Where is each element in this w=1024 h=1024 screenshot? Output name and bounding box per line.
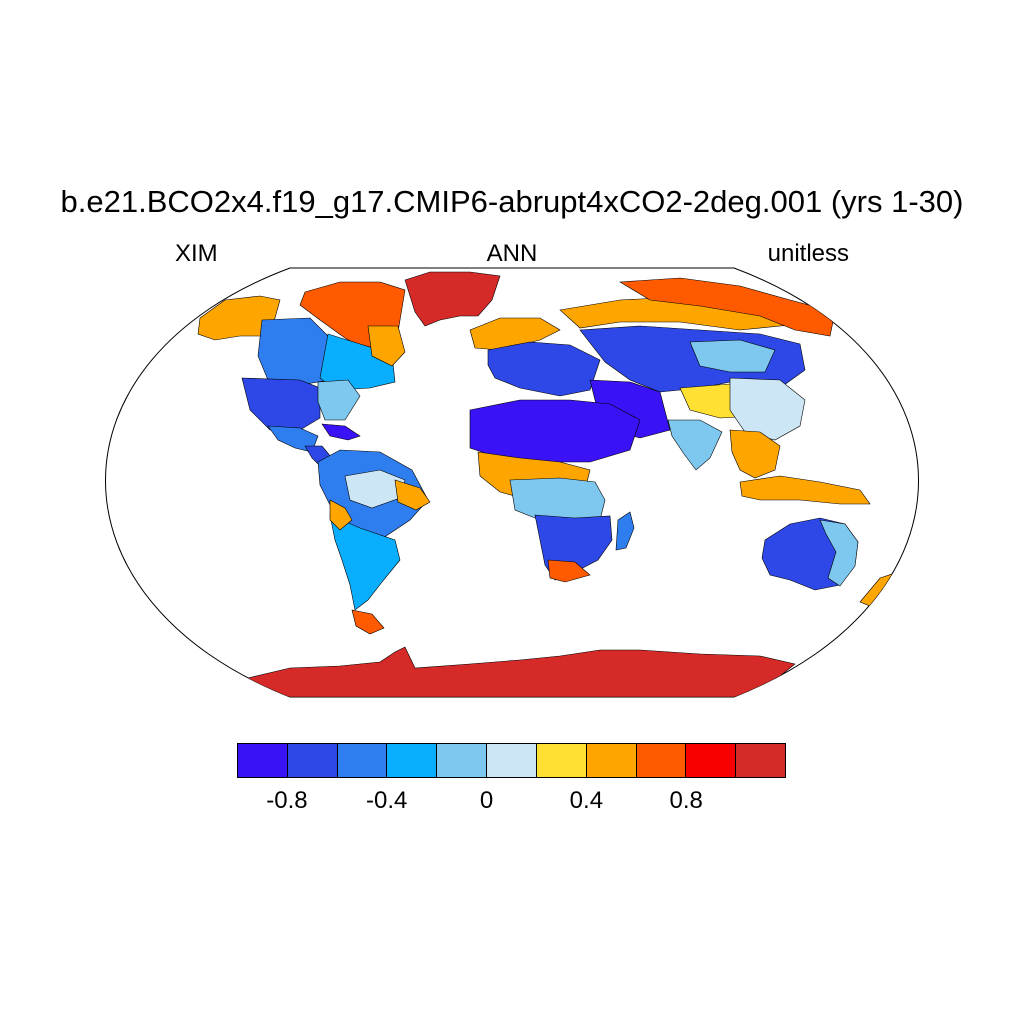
region-greenland [404, 271, 501, 327]
region-india [667, 419, 723, 471]
region-northern-europe [469, 317, 561, 351]
region-far-east-russia [619, 277, 836, 337]
region-brazil-east [394, 479, 431, 511]
colorbar-box-1 [287, 744, 338, 777]
region-eastern-canada [319, 333, 396, 391]
region-caribbean [321, 423, 361, 441]
region-china [729, 377, 806, 441]
region-western-canada [257, 317, 331, 386]
colorbar [237, 743, 786, 778]
region-madagascar [615, 511, 635, 551]
region-united-states [241, 377, 321, 431]
colorbar-tick-label: -0.4 [366, 787, 408, 814]
region-indonesia [739, 475, 871, 505]
colorbar-box-5 [487, 744, 537, 777]
region-sahara [469, 399, 641, 463]
colorbar-box-2 [337, 744, 388, 777]
region-eastern-us [317, 379, 361, 421]
region-quebec [367, 325, 406, 367]
region-south-africa [547, 559, 591, 583]
region-mongolia [689, 339, 776, 373]
region-antarctica [241, 646, 796, 697]
colorbar-box-10 [736, 744, 785, 777]
colorbar-tick-label: 0 [479, 787, 494, 814]
center-label: ANN [486, 240, 538, 267]
colorbar-tick-label: 0.4 [569, 787, 604, 814]
colorbar-box-7 [586, 744, 637, 777]
colorbar-box-6 [536, 744, 587, 777]
left-label: XIM [175, 240, 218, 267]
colorbar-box-8 [636, 744, 687, 777]
colorbar-box-0 [238, 744, 288, 777]
region-southeast-asia [729, 429, 781, 479]
colorbar-box-9 [686, 744, 737, 777]
region-australia-east [819, 519, 859, 587]
colorbar-box-4 [437, 744, 488, 777]
region-tierra-del-fuego [351, 609, 385, 635]
region-europe [487, 341, 601, 397]
plot-title: b.e21.BCO2x4.f19_g17.CMIP6-abrupt4xCO2-2… [60, 184, 964, 219]
region-patagonia [329, 499, 353, 531]
colorbar-box-3 [387, 744, 438, 777]
colorbar-tick-label: -0.8 [266, 787, 308, 814]
colorbar-tick-label: 0.8 [669, 787, 703, 814]
right-label: unitless [767, 240, 849, 267]
region-south-america-south [329, 514, 401, 611]
